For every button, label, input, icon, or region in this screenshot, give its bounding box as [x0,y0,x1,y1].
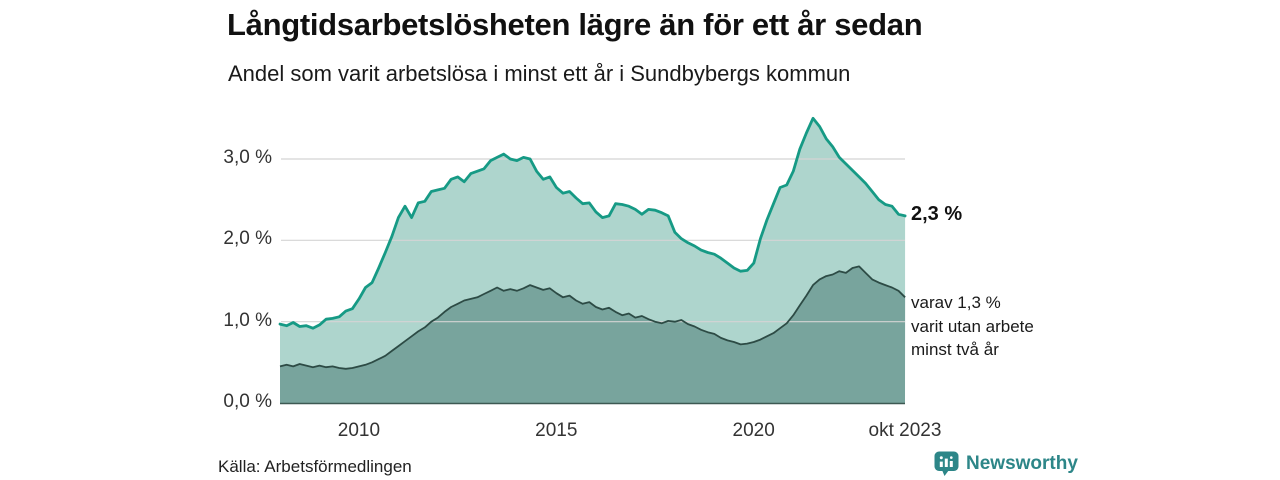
subset-annotation-line1: varav 1,3 % [911,293,1001,312]
x-axis-tick-label: 2015 [535,420,578,441]
area-unemployed-two-years [280,266,906,403]
subset-annotation-line3: minst två år [911,340,999,359]
subset-annotation-line2: varit utan arbete [911,316,1034,336]
x-axis-tick-label: 2010 [337,420,381,441]
y-axis-tick-label: 0,0 % [223,391,272,412]
x-axis-tick-label: 2020 [732,420,775,441]
source-attribution: Källa: Arbetsförmedlingen [218,457,412,476]
x-axis-tick-label: okt 2023 [868,420,942,441]
end-value-label-total: 2,3 % [911,203,963,225]
line-unemployed-two-years [279,265,906,370]
line-unemployed-one-year [278,116,907,330]
y-axis-tick-label: 2,0 % [223,228,272,250]
page-title: Långtidsarbetslösheten lägre än för ett … [227,7,923,42]
newsworthy-logo: Newsworthy [934,451,1078,476]
newsworthy-bubble-chart-icon [934,451,959,476]
y-axis-tick-label: 3,0 % [223,147,272,168]
y-axis-tick-label: 1,0 % [223,309,272,331]
end-value-label-subset: varav 1,3 % varit utan arbete minst två … [911,291,1034,362]
gridlines [281,158,905,323]
chart-subtitle: Andel som varit arbetslösa i minst ett å… [228,61,851,86]
newsworthy-wordmark: Newsworthy [966,452,1078,474]
